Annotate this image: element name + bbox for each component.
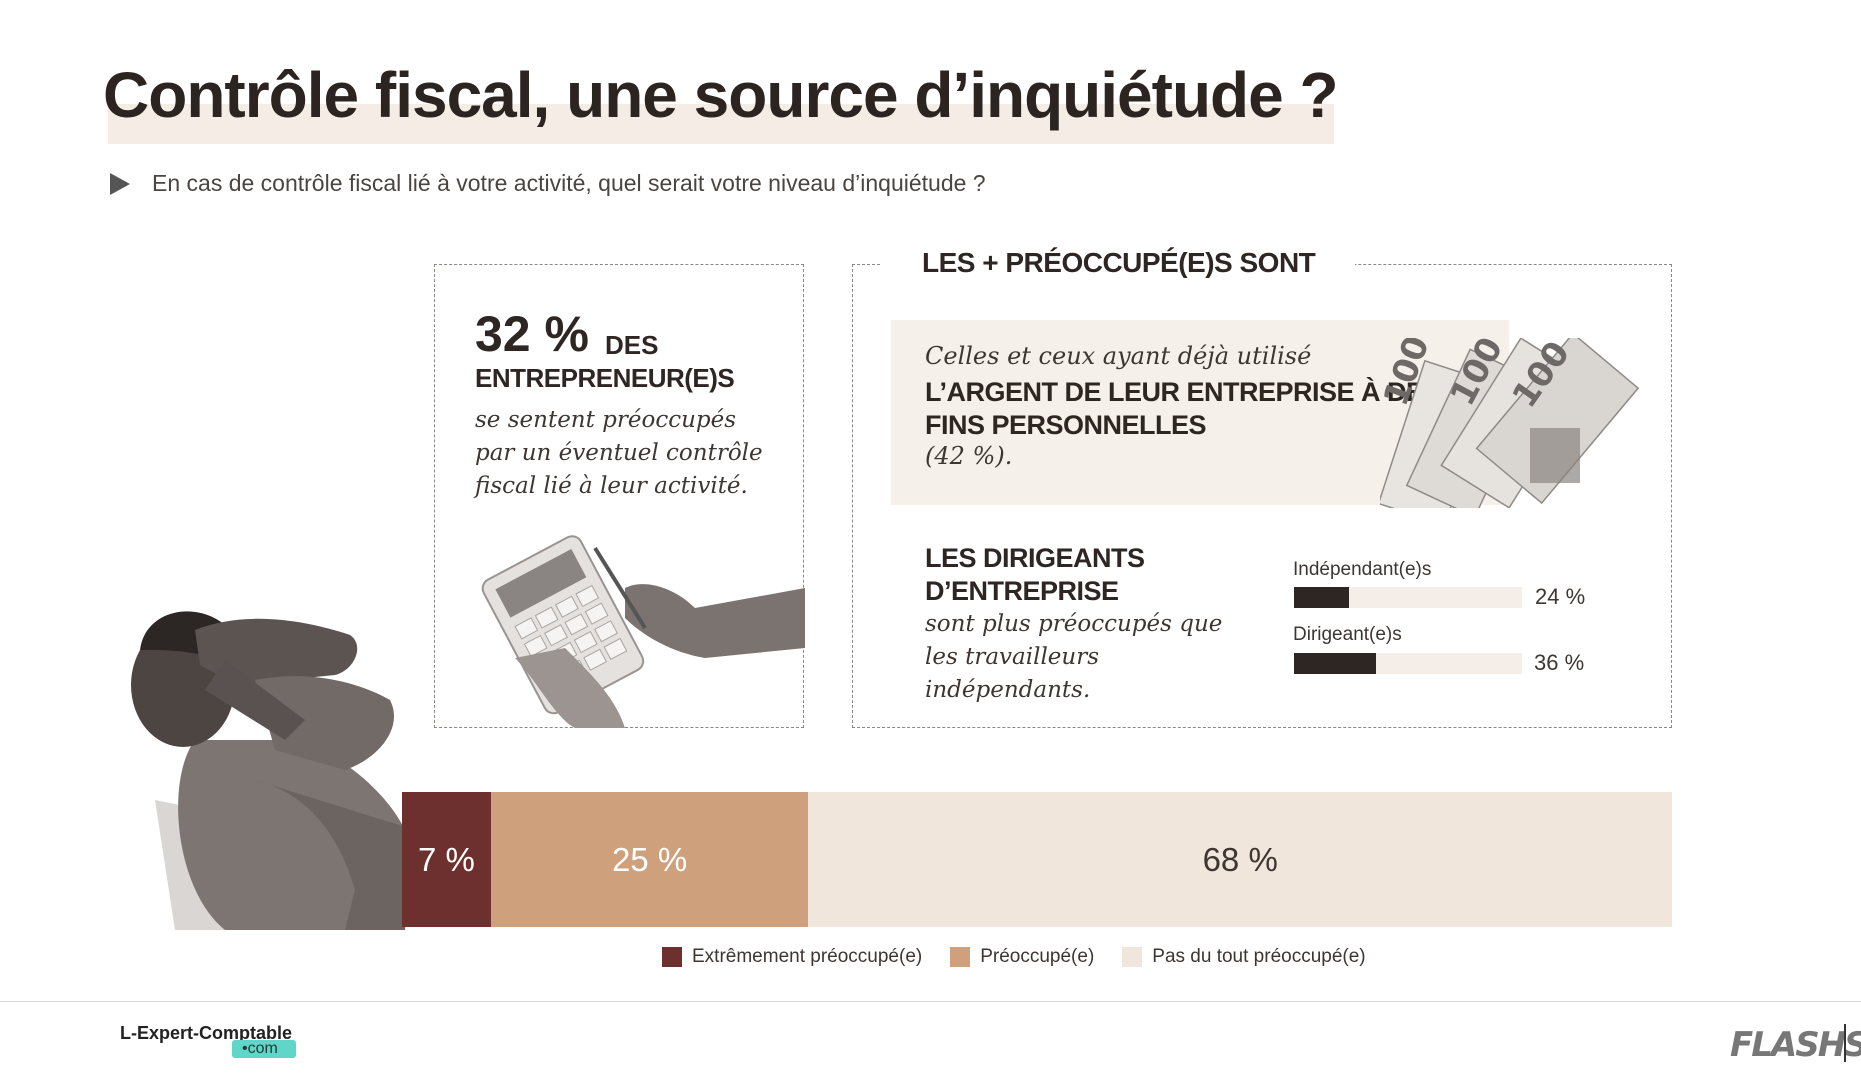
chart-legend: Extrêmement préoccupé(e) Préoccupé(e) Pa… (662, 946, 1394, 968)
dirigeants-heading: LES DIRIGEANTS D’ENTREPRISE (925, 543, 1145, 606)
calculator-illustration (481, 535, 805, 728)
most-concerned-title: LES + PRÉOCCUPÉ(E)S SONT (882, 247, 1356, 279)
legend-item-pas-du-tout: Pas du tout préoccupé(e) (1122, 946, 1366, 968)
argent-intro: Celles et ceux ayant déjà utilisé (925, 342, 1312, 370)
legend-swatch-preoccupe (950, 947, 971, 967)
survey-question: En cas de contrôle fiscal lié à votre ac… (152, 170, 986, 196)
bar-track-independants (1294, 587, 1522, 608)
footer-divider (0, 1001, 1861, 1002)
worried-man-illustration (131, 611, 415, 930)
brand-logo[interactable]: L-Expert-Comptable (120, 1023, 293, 1043)
des-label: DES (605, 330, 659, 360)
bar-track-dirigeants (1294, 653, 1522, 674)
segment-extremement: 7 % (402, 792, 491, 927)
bar-label-independants: Indépendant(e)s (1293, 559, 1432, 580)
legend-item-extremement: Extrêmement préoccupé(e) (662, 946, 922, 968)
bar-label-dirigeants: Dirigeant(e)s (1293, 624, 1402, 645)
footer-separator (1844, 1024, 1846, 1062)
flashs-logo: FLASHS (1730, 1025, 1861, 1065)
page-title: Contrôle fiscal, une source d’inquiétude… (103, 59, 1339, 131)
bar-independants (1294, 587, 1349, 608)
title-highlight (108, 104, 1334, 144)
play-arrow-icon (110, 173, 130, 195)
bar-value-independants: 24 % (1535, 584, 1586, 609)
segment-pas-du-tout: 68 % (808, 792, 1672, 927)
argent-percent: (42 %). (925, 442, 1013, 470)
legend-swatch-extremement (662, 947, 682, 967)
bar-value-dirigeants: 36 % (1534, 650, 1585, 675)
argent-heading: L’ARGENT DE LEUR ENTREPRISE À DES FINS P… (925, 377, 1442, 440)
stacked-bar: 7 % 25 % 68 % (402, 792, 1672, 927)
brand-logo-suffix: •com (232, 1040, 296, 1058)
bar-dirigeants (1294, 653, 1377, 674)
legend-item-preoccupe: Préoccupé(e) (950, 946, 1094, 968)
legend-label-preoccupe: Préoccupé(e) (980, 946, 1095, 967)
euro-banknotes-illustration: 100 100 100 (1380, 338, 1640, 508)
entrepreneurs-percent: 32 % (475, 306, 589, 362)
segment-preoccupe: 25 % (490, 792, 809, 927)
legend-label-pas-du-tout: Pas du tout préoccupé(e) (1152, 946, 1366, 967)
dirigeants-description: sont plus préoccupés que les travailleur… (925, 611, 1223, 703)
legend-label-extremement: Extrêmement préoccupé(e) (692, 946, 923, 967)
stat-description: se sentent préoccupés par un éventuel co… (475, 407, 763, 499)
legend-swatch-pas-du-tout (1122, 947, 1143, 967)
entrepreneurs-label: ENTREPRENEUR(E)S (475, 363, 735, 393)
